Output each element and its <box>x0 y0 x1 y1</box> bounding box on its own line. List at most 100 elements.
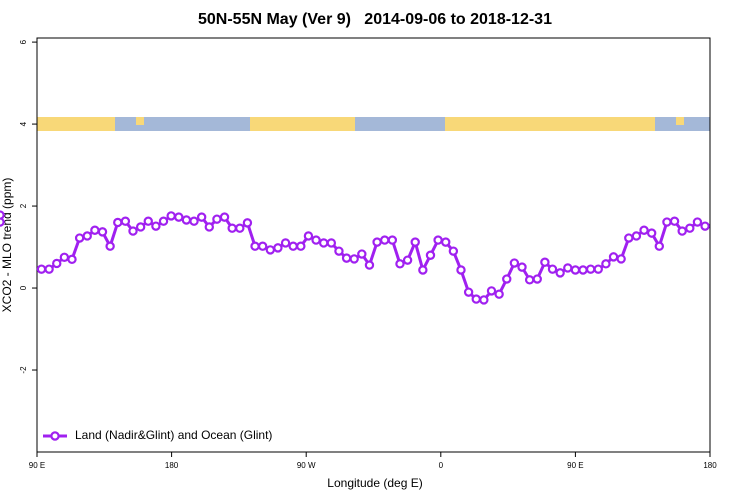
x-tick-label: 180 <box>165 461 179 470</box>
data-point <box>425 250 436 260</box>
y-tick-label: 4 <box>19 121 28 126</box>
land-ocean-strip <box>37 117 710 131</box>
data-point <box>36 264 47 274</box>
data-point <box>341 253 352 263</box>
data-point <box>181 215 192 225</box>
data-point <box>418 265 428 275</box>
x-tick-label: 90 E <box>567 461 583 470</box>
y-axis-label: XCO2 - MLO trend (ppm) <box>0 178 14 313</box>
data-point <box>601 259 611 269</box>
data-point <box>410 237 420 247</box>
data-point <box>639 225 649 235</box>
data-point <box>662 217 672 227</box>
data-point <box>151 221 161 231</box>
data-point <box>189 216 199 226</box>
land-strip <box>136 117 144 125</box>
data-point <box>74 233 85 243</box>
data-point <box>532 274 542 284</box>
data-point <box>296 241 306 251</box>
data-point <box>555 268 565 278</box>
x-tick-label: 180 <box>703 461 717 470</box>
data-point <box>540 257 550 267</box>
data-point <box>631 231 642 241</box>
data-point <box>128 226 138 236</box>
data-point <box>212 214 222 224</box>
data-point <box>433 235 443 245</box>
data-point <box>570 265 581 275</box>
data-point <box>502 274 512 284</box>
data-point <box>334 246 344 256</box>
data-point <box>624 233 634 243</box>
data-point <box>113 217 123 228</box>
data-point <box>677 226 687 236</box>
data-point <box>456 265 466 275</box>
data-point <box>227 223 237 233</box>
data-point <box>448 246 459 256</box>
legend-label: Land (Nadir&Glint) and Ocean (Glint) <box>75 428 272 442</box>
data-point <box>273 243 283 253</box>
data-point <box>441 237 451 247</box>
data-point <box>372 237 382 247</box>
y-tick-label: 0 <box>19 285 28 290</box>
data-point <box>219 212 230 222</box>
data-point <box>585 264 596 274</box>
data-point <box>547 264 558 274</box>
data-point <box>685 223 695 233</box>
data-point <box>97 227 108 237</box>
data-point <box>486 286 497 296</box>
data-point <box>257 241 268 251</box>
data-point <box>52 258 62 269</box>
data-point <box>326 238 337 248</box>
data-point <box>82 231 92 241</box>
y-tick-label: 2 <box>19 203 28 208</box>
data-point <box>0 210 5 220</box>
data-point <box>380 235 390 245</box>
data-point <box>44 264 54 274</box>
data-point <box>563 263 573 273</box>
land-strip <box>676 117 684 125</box>
x-axis-label: Longitude (deg E) <box>327 476 422 490</box>
data-point <box>349 254 359 264</box>
data-point <box>250 241 260 251</box>
data-point <box>364 260 375 270</box>
data-point <box>288 241 298 251</box>
data-point <box>593 264 603 274</box>
data-point <box>204 222 214 232</box>
data-point <box>265 245 276 255</box>
data-point <box>357 249 367 259</box>
data-point <box>235 223 245 233</box>
data-point <box>494 289 504 299</box>
data-point <box>402 255 413 265</box>
data-point <box>120 216 131 226</box>
plot-frame <box>36 37 711 453</box>
data-point <box>135 222 146 232</box>
land-strip <box>250 117 355 131</box>
data-point <box>59 252 70 262</box>
chart-title: 50N-55N May (Ver 9) 2014-09-06 to 2018-1… <box>198 11 552 28</box>
x-tick-label: 90 E <box>29 461 45 470</box>
data-point <box>700 221 710 231</box>
data-point <box>669 216 680 226</box>
y-tick-label: -2 <box>19 366 28 374</box>
data-point <box>524 275 535 285</box>
data-point <box>303 231 314 241</box>
data-point <box>90 225 100 235</box>
data-point <box>616 254 626 264</box>
land-strip <box>445 117 655 131</box>
data-point <box>479 295 489 305</box>
data-point <box>692 217 703 227</box>
data-point <box>174 212 184 222</box>
y-tick-label: 6 <box>19 39 28 44</box>
data-point <box>517 262 527 272</box>
data-point <box>395 259 405 269</box>
data-point <box>0 217 5 227</box>
x-tick-label: 90 W <box>297 461 316 470</box>
legend-marker <box>50 431 60 441</box>
data-point <box>105 241 115 251</box>
data-point <box>280 238 291 248</box>
data-point <box>318 238 329 248</box>
data-point <box>67 254 77 265</box>
data-point <box>311 235 321 245</box>
data-point <box>509 258 520 268</box>
